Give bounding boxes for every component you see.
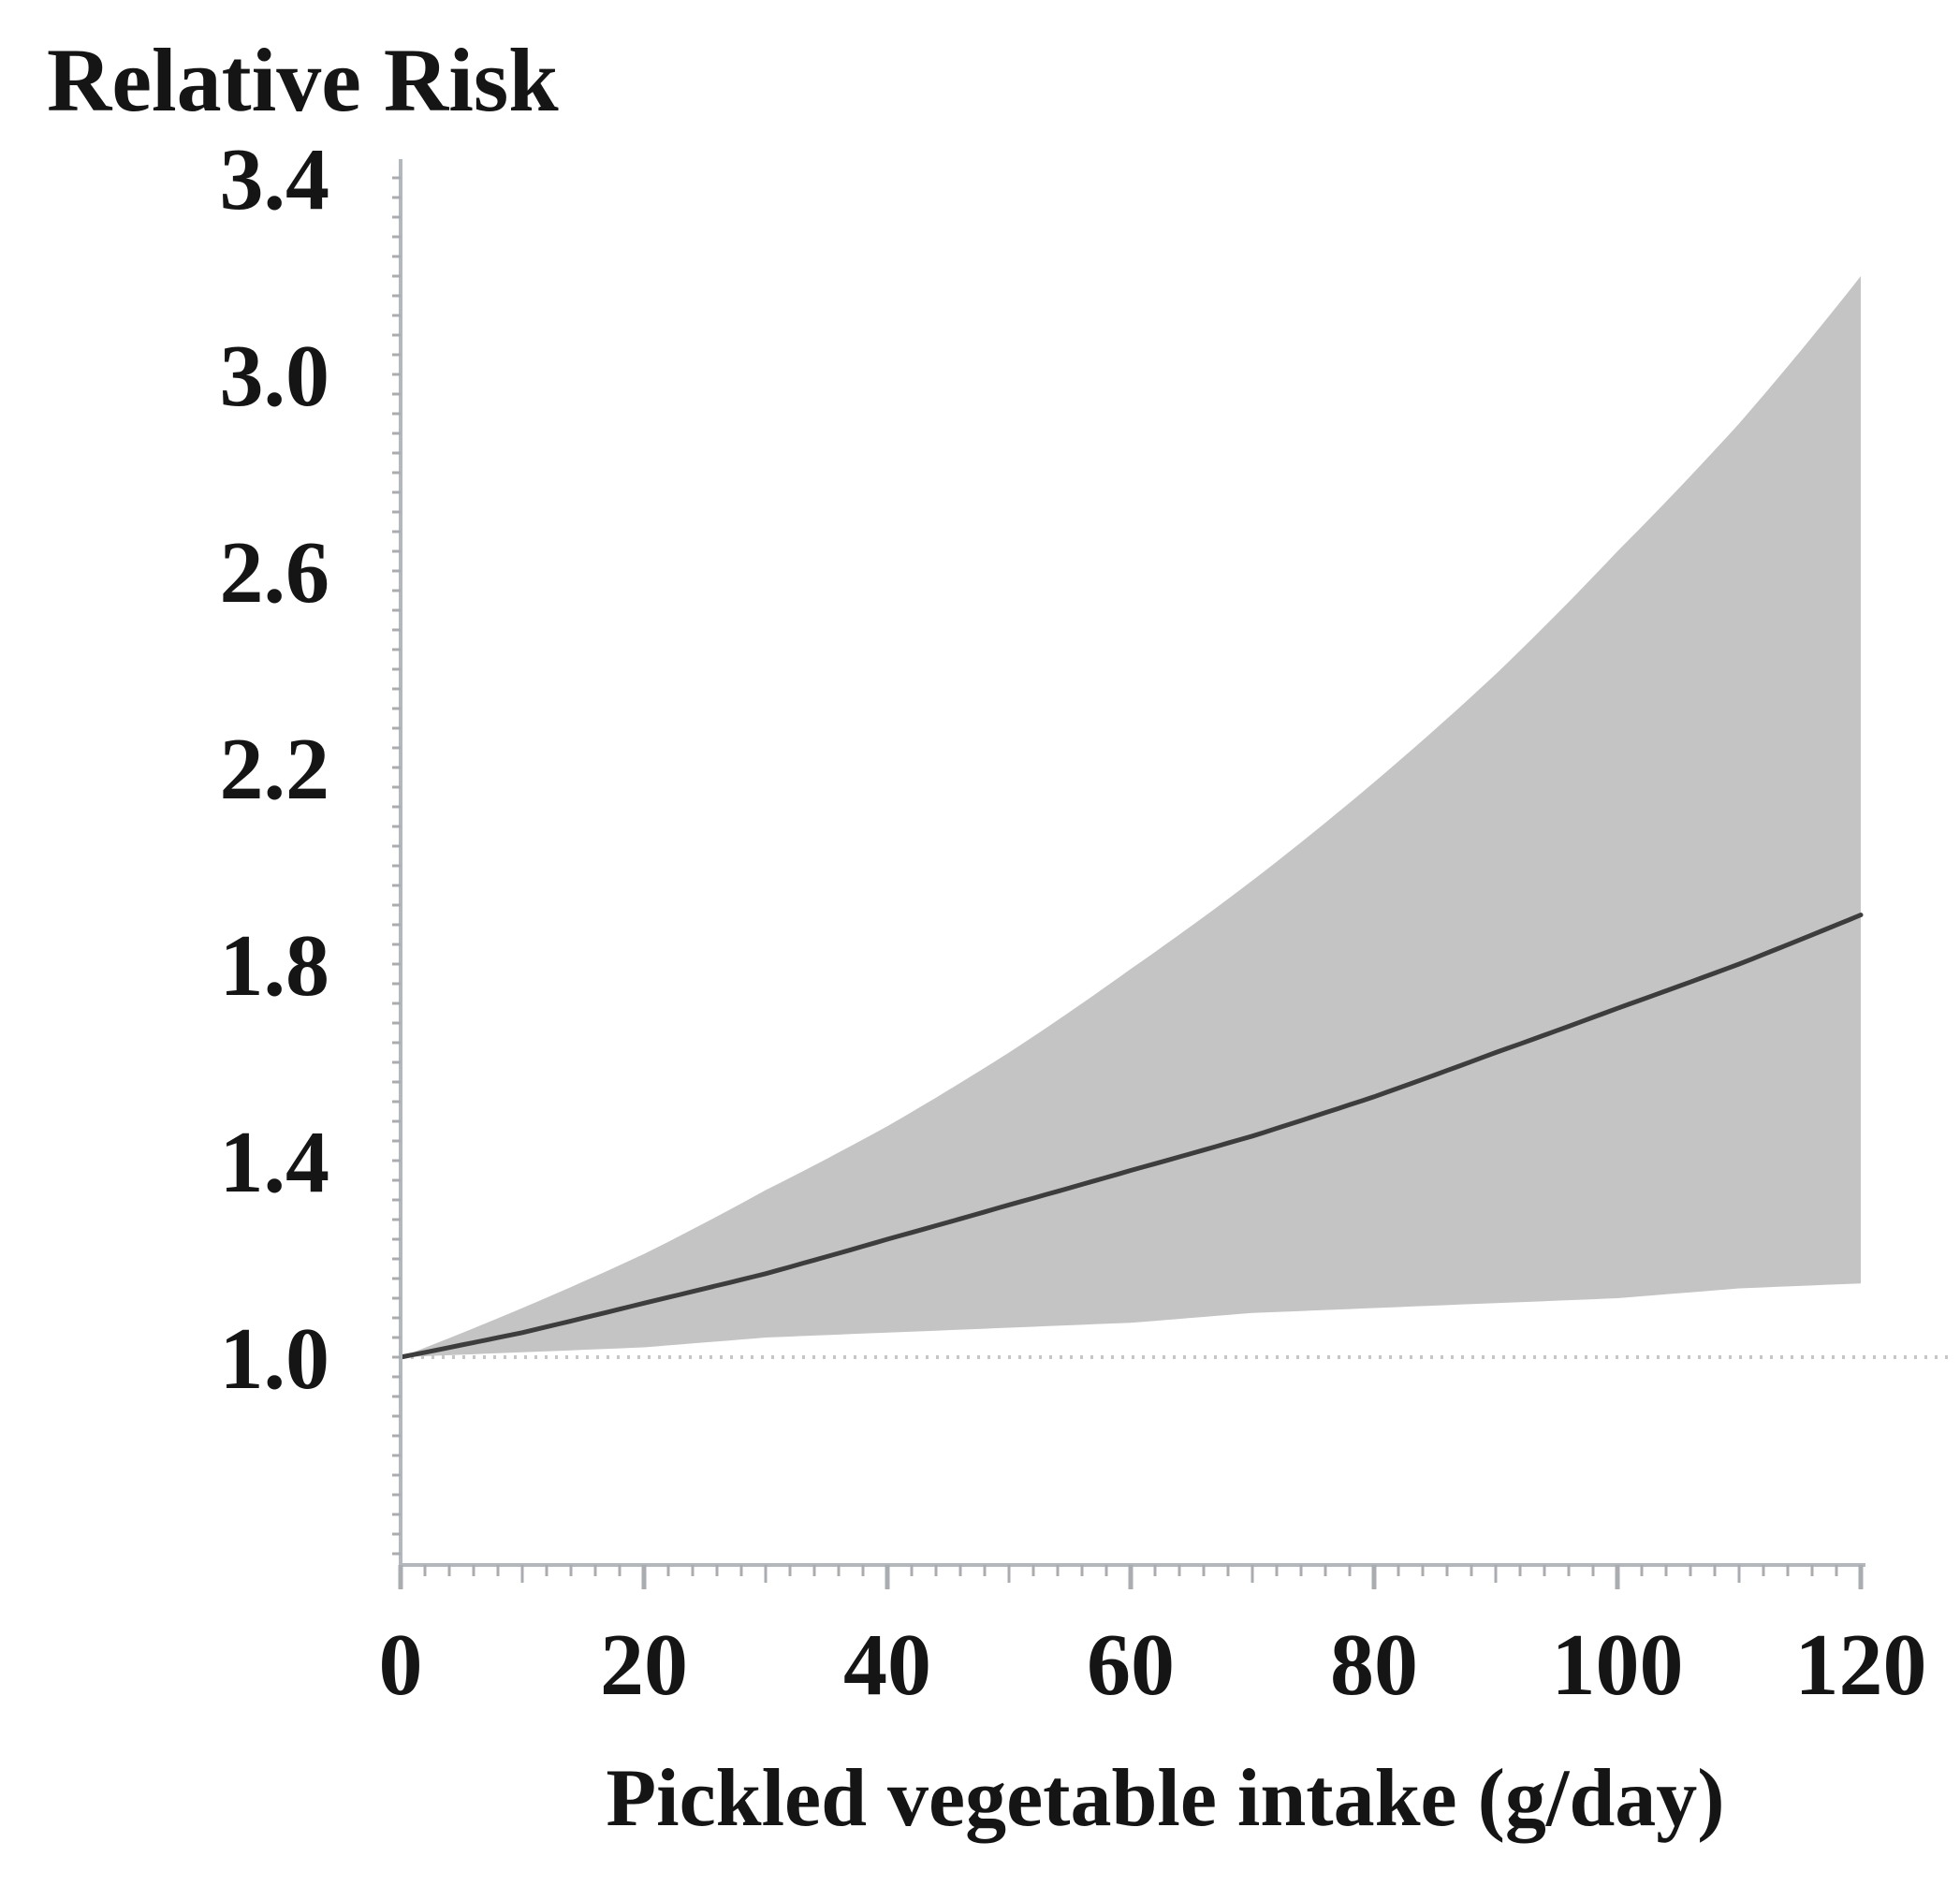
- x-axis-group: [398, 1563, 1865, 1589]
- y-tick-label: 3.4: [220, 131, 330, 228]
- x-tick-labels: 0 20 40 60 80 100 120: [379, 1616, 1927, 1714]
- y-tick-label: 2.2: [220, 721, 330, 818]
- y-tick-label: 1.0: [220, 1310, 330, 1408]
- risk-curve-line: [398, 913, 1864, 1360]
- ci-band-group: [401, 276, 1861, 1357]
- y-axis-group: [392, 159, 402, 1565]
- y-tick-labels: 3.4 3.0 2.6 2.2 1.8 1.4 1.0: [220, 131, 330, 1408]
- x-tick-label: 120: [1795, 1616, 1927, 1714]
- x-tick-label: 60: [1087, 1616, 1175, 1714]
- x-tick-label: 0: [379, 1616, 423, 1714]
- y-tick-label: 2.6: [220, 524, 330, 621]
- y-tick-label: 1.4: [220, 1114, 330, 1211]
- x-tick-label: 20: [600, 1616, 688, 1714]
- y-tick-label: 1.8: [220, 917, 330, 1015]
- ci-band-area: [401, 276, 1861, 1357]
- y-tick-label: 3.0: [220, 328, 330, 425]
- risk-curve-group: [398, 913, 1864, 1360]
- chart-title: Relative Risk: [47, 30, 559, 130]
- x-tick-label: 80: [1330, 1616, 1418, 1714]
- x-axis-title: Pickled vegetable intake (g/day): [606, 1753, 1724, 1844]
- x-tick-label: 100: [1552, 1616, 1684, 1714]
- x-tick-label: 40: [843, 1616, 931, 1714]
